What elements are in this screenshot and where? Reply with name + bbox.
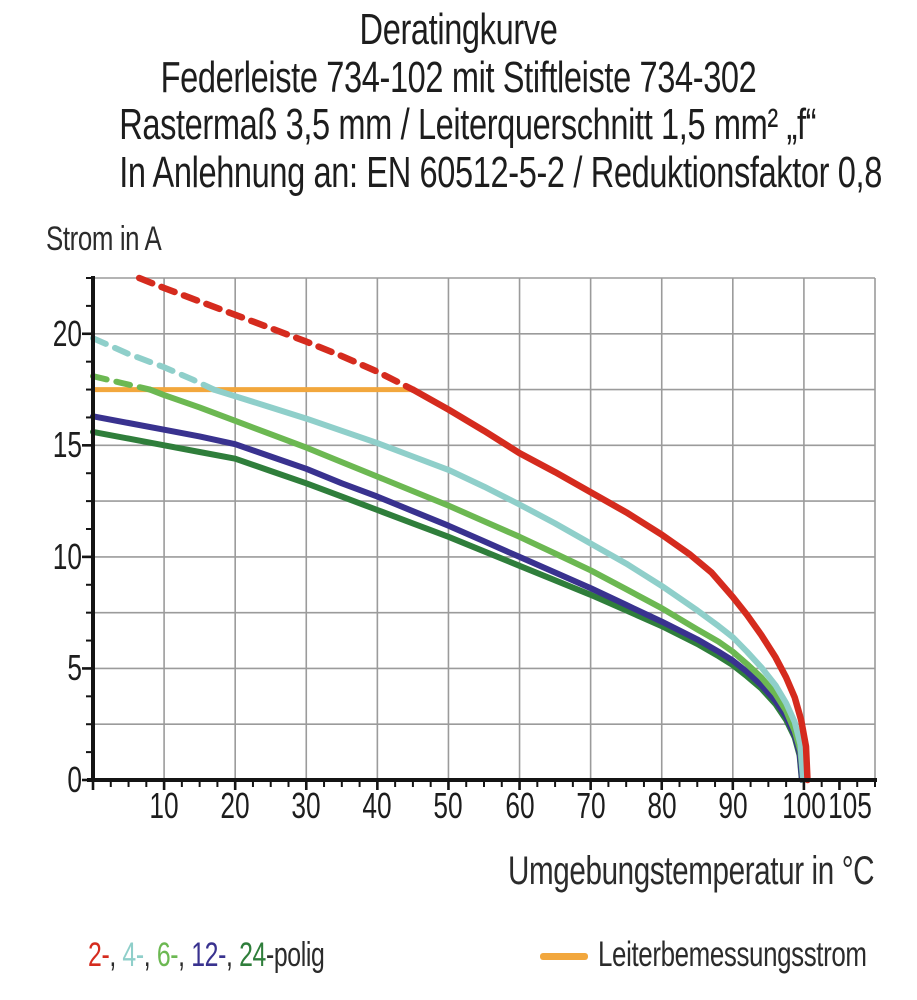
rated-current-label: Leiterbemessungsstrom xyxy=(598,935,867,974)
legend-pole-part-4: 6- xyxy=(156,936,179,974)
y-tick-label-15: 15 xyxy=(52,424,82,466)
legend-pole-part-2: 4- xyxy=(122,936,144,974)
y-tick-label-20: 20 xyxy=(52,312,82,354)
x-tick-label-80: 80 xyxy=(647,785,677,826)
legend-pole-part-1: , xyxy=(109,936,123,974)
x-tick-label-20: 20 xyxy=(220,785,250,826)
legend-pole-counts: 2-, 4-, 6-, 12-, 24-polig xyxy=(88,934,325,976)
x-tick-label-90: 90 xyxy=(718,785,748,826)
rated-current-line-swatch xyxy=(540,953,588,960)
chart-title-line-4: In Anlehnung an: EN 60512-5-2 / Reduktio… xyxy=(119,147,882,197)
legend-pole-part-0: 2- xyxy=(88,936,110,974)
chart-title-line-3: Rastermaß 3,5 mm / Leiterquerschnitt 1,5… xyxy=(119,100,817,149)
x-tick-label-50: 50 xyxy=(433,785,464,826)
legend-pole-part-6: 12- xyxy=(191,936,227,974)
x-tick-label-100: 100 xyxy=(781,785,826,826)
curve-2-polig-dashed xyxy=(135,274,417,393)
chart-title-line-1: Deratingkurve xyxy=(359,5,558,54)
curve-6-polig xyxy=(146,386,807,783)
legend-pole-part-5: , xyxy=(178,936,192,974)
y-tick-label-0: 0 xyxy=(67,759,82,800)
legend-pole-part-7: , xyxy=(226,936,240,974)
y-tick-label-10: 10 xyxy=(52,535,82,577)
chart-title-block: Deratingkurve Federleiste 734-102 mit St… xyxy=(119,5,882,197)
curve-2-polig xyxy=(409,386,811,784)
x-tick-label-10: 10 xyxy=(149,785,179,826)
curve-6-polig-dashed xyxy=(90,373,153,393)
x-tick-label-40: 40 xyxy=(362,785,392,826)
legend-pole-part-3: , xyxy=(143,936,157,974)
legend-pole-part-9: -polig xyxy=(265,936,325,974)
chart-title-line-2: Federleiste 734-102 mit Stiftleiste 734-… xyxy=(160,52,757,102)
x-tick-label-60: 60 xyxy=(504,785,535,826)
y-axis-label: Strom in A xyxy=(46,220,162,258)
curve-12-polig xyxy=(90,413,806,783)
x-tick-label-30: 30 xyxy=(291,785,321,826)
x-tick-label-105: 105 xyxy=(828,785,873,826)
x-tick-label-70: 70 xyxy=(576,785,606,826)
legend-pole-part-8: 24 xyxy=(239,936,266,974)
x-axis-label: Umgebungstemperatur in °C xyxy=(508,849,875,893)
curve-4-polig xyxy=(210,386,807,783)
curve-4-polig-dashed xyxy=(90,335,217,393)
y-tick-label-5: 5 xyxy=(67,647,82,689)
